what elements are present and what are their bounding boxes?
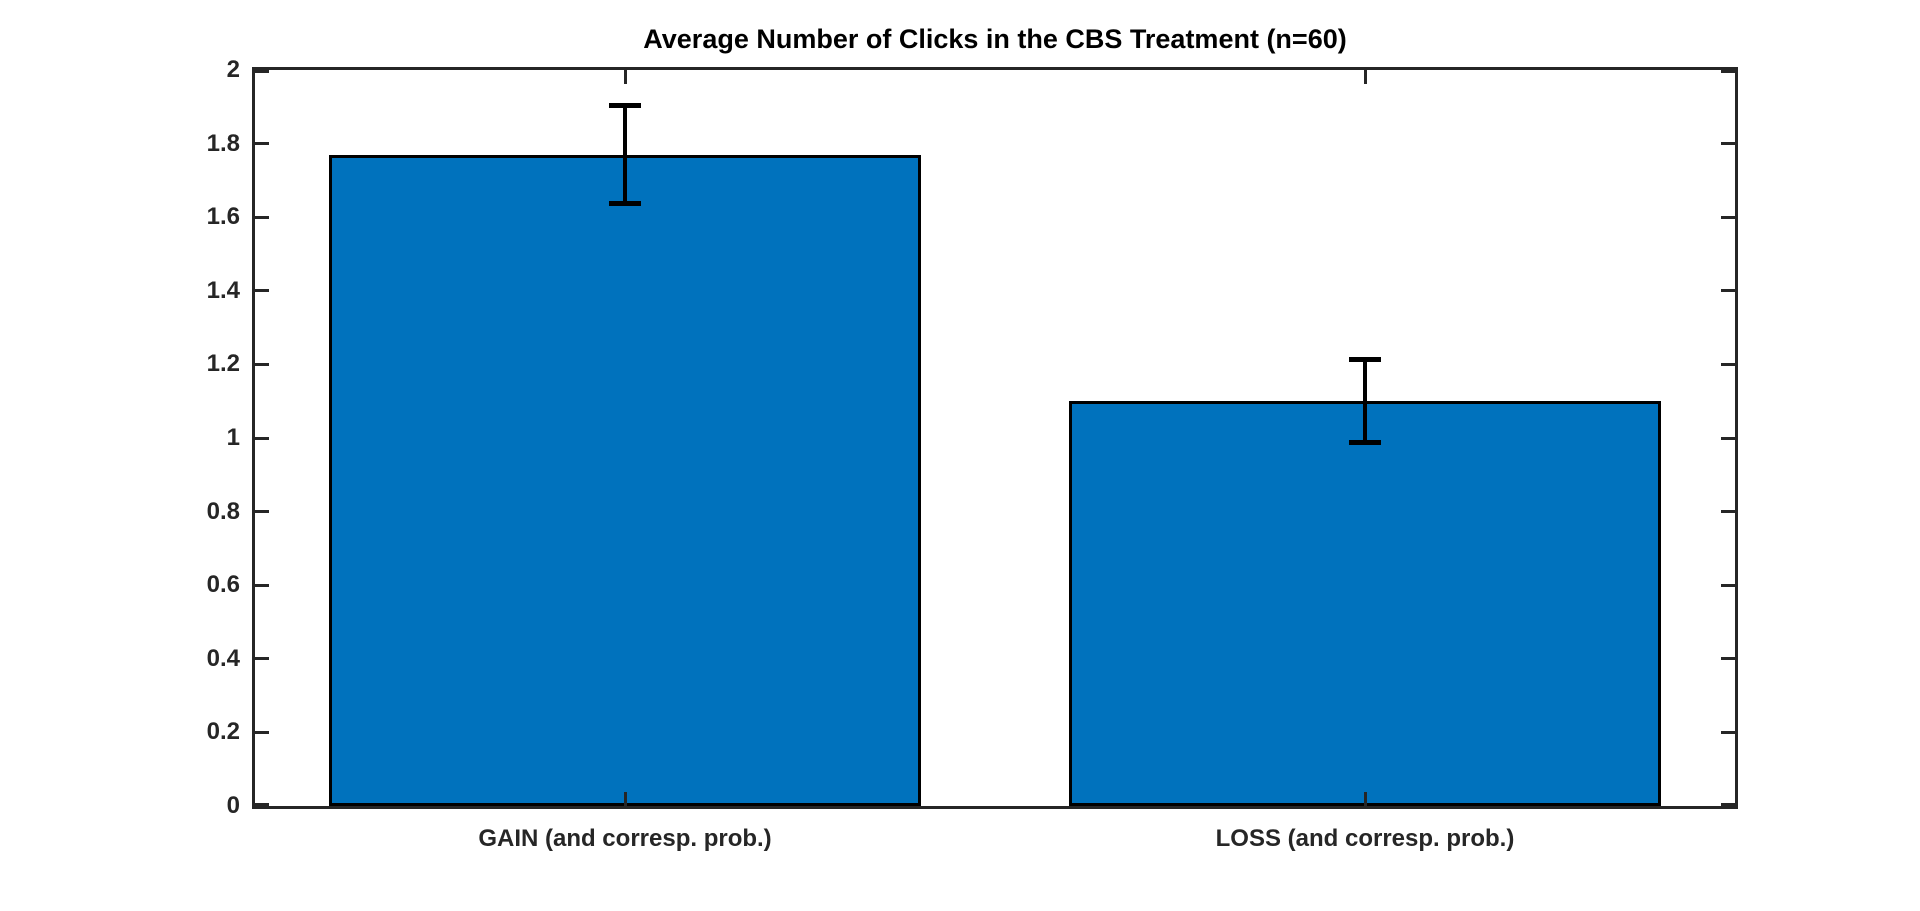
- error-bar-cap-bottom: [1349, 440, 1381, 446]
- y-tick-left: [255, 436, 269, 440]
- y-tick-left: [255, 803, 269, 806]
- y-tick-right: [1721, 362, 1735, 366]
- x-tick-top: [623, 70, 627, 84]
- error-bar-cap-top: [609, 103, 641, 109]
- y-tick-label: 0.4: [206, 644, 240, 672]
- chart-title: Average Number of Clicks in the CBS Trea…: [643, 24, 1347, 54]
- y-tick-left: [255, 215, 269, 219]
- y-tick-label: 2: [226, 56, 240, 83]
- y-tick-left: [255, 289, 269, 293]
- y-tick-label: 0: [226, 792, 240, 819]
- y-tick-label: 1: [226, 424, 240, 451]
- y-tick-right: [1721, 142, 1735, 146]
- x-tick-bottom: [1363, 792, 1367, 806]
- bar-loss: [1069, 401, 1661, 806]
- error-bar-line: [1363, 357, 1367, 446]
- y-tick-right: [1721, 657, 1735, 661]
- y-tick-left: [255, 510, 269, 514]
- y-tick-label: 1.8: [206, 129, 240, 157]
- x-category-label: LOSS (and corresp. prob.): [1215, 825, 1515, 852]
- y-tick-left: [255, 657, 269, 661]
- y-tick-label: 1.6: [206, 203, 240, 231]
- y-tick-right: [1721, 803, 1735, 806]
- y-tick-label: 0.6: [206, 571, 240, 599]
- error-bar-line: [623, 103, 627, 207]
- y-tick-right: [1721, 436, 1735, 440]
- error-bar-cap-top: [1349, 357, 1381, 363]
- y-tick-left: [255, 362, 269, 366]
- y-tick-right: [1721, 215, 1735, 219]
- x-category-label: GAIN (and corresp. prob.): [478, 825, 772, 852]
- bar-gain: [329, 154, 921, 806]
- x-tick-bottom: [623, 792, 627, 806]
- y-tick-right: [1721, 70, 1735, 73]
- y-tick-label: 0.2: [206, 718, 240, 746]
- y-tick-left: [255, 730, 269, 734]
- error-bar-cap-bottom: [609, 201, 641, 207]
- y-tick-right: [1721, 289, 1735, 293]
- y-tick-right: [1721, 510, 1735, 514]
- y-tick-right: [1721, 730, 1735, 734]
- y-tick-label: 0.8: [206, 497, 240, 525]
- y-tick-left: [255, 583, 269, 587]
- y-tick-label: 1.2: [206, 350, 240, 378]
- y-tick-left: [255, 70, 269, 73]
- x-tick-top: [1363, 70, 1367, 84]
- y-tick-right: [1721, 583, 1735, 587]
- y-tick-left: [255, 142, 269, 146]
- plot-area: [252, 67, 1738, 809]
- y-tick-label: 1.4: [206, 276, 240, 304]
